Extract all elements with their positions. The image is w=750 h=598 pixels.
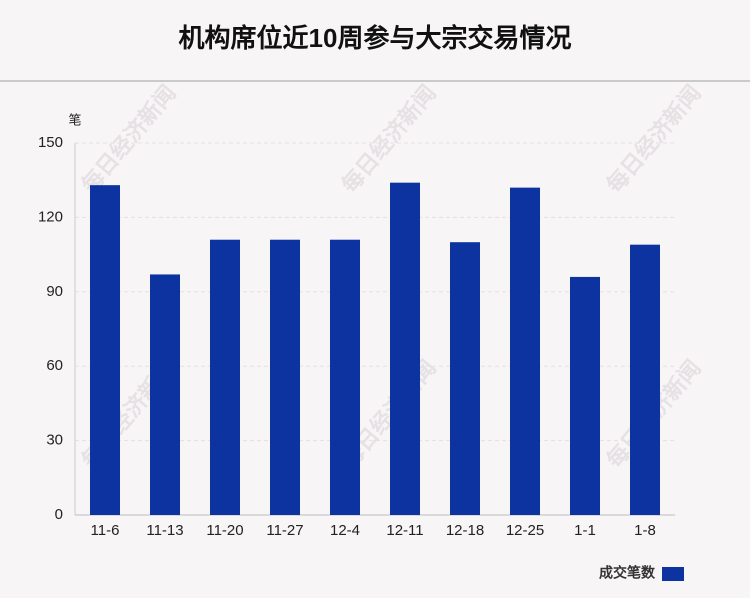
x-tick-label: 11-13 [146, 522, 183, 539]
bar [570, 276, 600, 515]
y-tick-label: 0 [55, 506, 63, 523]
x-tick-label: 11-6 [91, 522, 120, 539]
bar [90, 185, 120, 515]
y-tick-label: 60 [46, 357, 63, 374]
x-tick-label: 1-1 [574, 522, 596, 539]
bar [630, 244, 660, 515]
y-tick-label: 120 [38, 208, 63, 225]
legend-swatch [662, 567, 684, 581]
bar [390, 182, 420, 515]
bar [210, 239, 240, 515]
x-tick-label: 12-25 [506, 522, 544, 539]
y-tick-label: 150 [38, 134, 63, 151]
watermark: 每日经济新闻 [337, 80, 441, 197]
x-tick-label: 11-20 [206, 522, 243, 539]
bar [450, 242, 480, 515]
y-tick-label: 30 [46, 432, 63, 449]
legend-label: 成交笔数 [599, 565, 656, 581]
x-tick-label: 12-4 [330, 522, 360, 539]
chart-title: 机构席位近10周参与大宗交易情况 [179, 23, 572, 53]
x-tick-label: 11-27 [266, 522, 303, 539]
bar [150, 274, 180, 515]
plot-area: 0 30 60 90 120 150 11-6 11-13 11-20 11-27 12-4 12-1… [38, 134, 675, 539]
bar [330, 239, 360, 515]
y-tick-label: 90 [46, 283, 63, 300]
bar [510, 187, 540, 515]
watermark: 每日经济新闻 [602, 80, 706, 197]
x-tick-label: 12-11 [386, 522, 423, 539]
watermark: 每日经济新闻 [77, 80, 181, 197]
x-tick-label: 12-18 [446, 522, 484, 539]
x-tick-label: 1-8 [634, 522, 656, 539]
y-axis-unit: 笔 [68, 112, 81, 127]
bar [270, 239, 300, 515]
